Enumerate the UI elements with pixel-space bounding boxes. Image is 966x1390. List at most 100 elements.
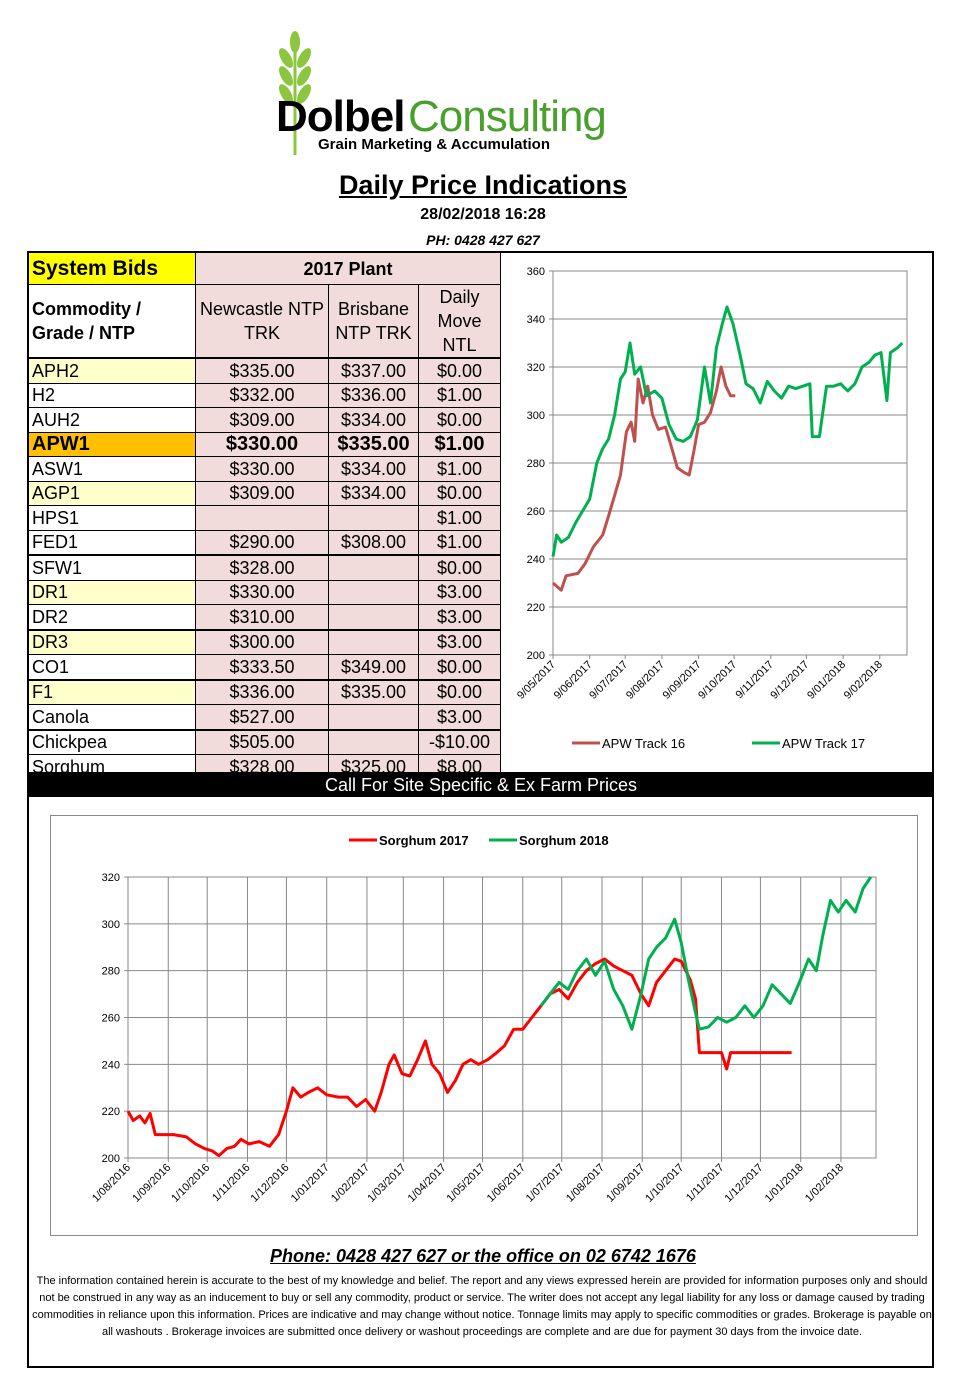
- logo-tagline: Grain Marketing & Accumulation: [318, 136, 550, 153]
- table-row: HPS1 $1.00: [28, 505, 502, 531]
- table-row: CO1 $333.50 $349.00 $0.00: [28, 654, 502, 680]
- price: $0.00: [417, 407, 502, 433]
- price: $330.00: [195, 431, 329, 457]
- commodity: DR1: [28, 579, 196, 605]
- y-tick-label: 200: [527, 650, 545, 662]
- price: $334.00: [328, 456, 419, 482]
- price: $328.00: [195, 554, 329, 581]
- wheat-logo: [279, 31, 311, 155]
- price: $332.00: [195, 382, 329, 408]
- x-tick-label: 9/10/2017: [696, 659, 739, 702]
- table-row: APH2 $335.00 $337.00 $0.00: [28, 357, 502, 384]
- price: [328, 554, 419, 581]
- y-tick-label: 360: [527, 266, 545, 278]
- commodity: DR3: [28, 628, 196, 655]
- logo-name: Dolbel: [276, 92, 405, 141]
- x-tick-label: 9/02/2018: [842, 659, 885, 702]
- phone: PH: 0428 427 627: [426, 232, 540, 248]
- line: [539, 876, 873, 1031]
- column-header: Daily Move NTL: [417, 284, 502, 359]
- commodity: AGP1: [28, 480, 196, 506]
- commodity: SFW1: [28, 554, 196, 581]
- price: $0.00: [417, 678, 502, 705]
- bids-table: System Bids 2017 Plant Commodity / Grade…: [28, 252, 502, 780]
- commodity: ASW1: [28, 456, 196, 482]
- price: -$10.00: [417, 728, 502, 755]
- price: $336.00: [328, 382, 419, 408]
- table-row: F1 $336.00 $335.00 $0.00: [28, 678, 502, 705]
- y-tick-label: 240: [527, 554, 545, 566]
- x-tick-label: 9/08/2017: [624, 659, 667, 702]
- price: $0.00: [417, 654, 502, 680]
- y-tick-label: 300: [102, 919, 120, 931]
- x-tick-label: 9/07/2017: [587, 659, 630, 702]
- price: $300.00: [195, 628, 329, 655]
- price: $336.00: [195, 678, 329, 705]
- price: $1.00: [417, 456, 502, 482]
- table-row: SFW1 $328.00 $0.00: [28, 554, 502, 581]
- price: $335.00: [328, 678, 419, 705]
- price: $0.00: [417, 554, 502, 581]
- price: $309.00: [195, 480, 329, 506]
- price: $330.00: [195, 579, 329, 605]
- table-row: AGP1 $309.00 $334.00 $0.00: [28, 480, 502, 506]
- legend-label: Sorghum 2018: [519, 833, 609, 848]
- table-row: Canola $527.00 $3.00: [28, 704, 502, 730]
- corner: System Bids: [28, 252, 196, 285]
- price: [328, 579, 419, 605]
- price: $3.00: [417, 628, 502, 655]
- group-header: 2017 Plant: [194, 252, 502, 285]
- table-row: DR3 $300.00 $3.00: [28, 628, 502, 655]
- y-tick-label: 300: [527, 410, 545, 422]
- y-tick-label: 280: [102, 966, 120, 978]
- line: [126, 957, 792, 1158]
- price: $527.00: [195, 704, 329, 730]
- price: $333.50: [195, 654, 329, 680]
- table-row: FED1 $290.00 $308.00 $1.00: [28, 529, 502, 556]
- banner: Call For Site Specific & Ex Farm Prices: [28, 772, 934, 797]
- price: $3.00: [417, 604, 502, 630]
- line: [551, 305, 904, 557]
- commodity: Canola: [28, 704, 196, 730]
- title: Daily Price Indications: [338, 170, 628, 200]
- price: $330.00: [195, 456, 329, 482]
- commodity: F1: [28, 678, 196, 705]
- datetime: 28/02/2018 16:28: [420, 206, 546, 223]
- commodity: HPS1: [28, 505, 196, 531]
- line: [552, 365, 736, 592]
- price: $308.00: [328, 529, 419, 556]
- y-tick-label: 280: [527, 458, 545, 470]
- legend-label: APW Track 17: [782, 736, 865, 751]
- y-tick-label: 260: [527, 506, 545, 518]
- table-row: H2 $332.00 $336.00 $1.00: [28, 382, 502, 408]
- commodity: Chickpea: [28, 728, 196, 755]
- footer-phone: Phone: 0428 427 627 or the office on 02 …: [270, 1246, 696, 1266]
- price: [328, 704, 419, 730]
- legend-label: APW Track 16: [602, 736, 685, 751]
- column-header: Brisbane NTP TRK: [328, 284, 419, 359]
- price: $0.00: [417, 357, 502, 384]
- chart: 2002202402602803003203403609/05/20179/06…: [515, 266, 908, 751]
- commodity: DR2: [28, 604, 196, 630]
- y-tick-label: 240: [102, 1059, 120, 1071]
- price: $3.00: [417, 704, 502, 730]
- y-tick-label: 320: [102, 872, 120, 884]
- price: $3.00: [417, 579, 502, 605]
- price: $335.00: [328, 431, 419, 457]
- price: $337.00: [328, 357, 419, 384]
- disclaimer: The information contained herein is accu…: [32, 1275, 932, 1338]
- price: [195, 505, 329, 531]
- column-header: Commodity / Grade / NTP: [28, 284, 196, 359]
- commodity: AUH2: [28, 407, 196, 433]
- price: $1.00: [417, 505, 502, 531]
- price: $334.00: [328, 407, 419, 433]
- x-tick-label: 9/05/2017: [515, 659, 558, 702]
- table-row: APW1 $330.00 $335.00 $1.00: [28, 431, 502, 457]
- price: $1.00: [417, 431, 502, 457]
- price: $505.00: [195, 728, 329, 755]
- y-tick-label: 220: [527, 602, 545, 614]
- price: [328, 628, 419, 655]
- price: [328, 728, 419, 755]
- price: $335.00: [195, 357, 329, 384]
- x-tick-label: 9/12/2017: [768, 659, 811, 702]
